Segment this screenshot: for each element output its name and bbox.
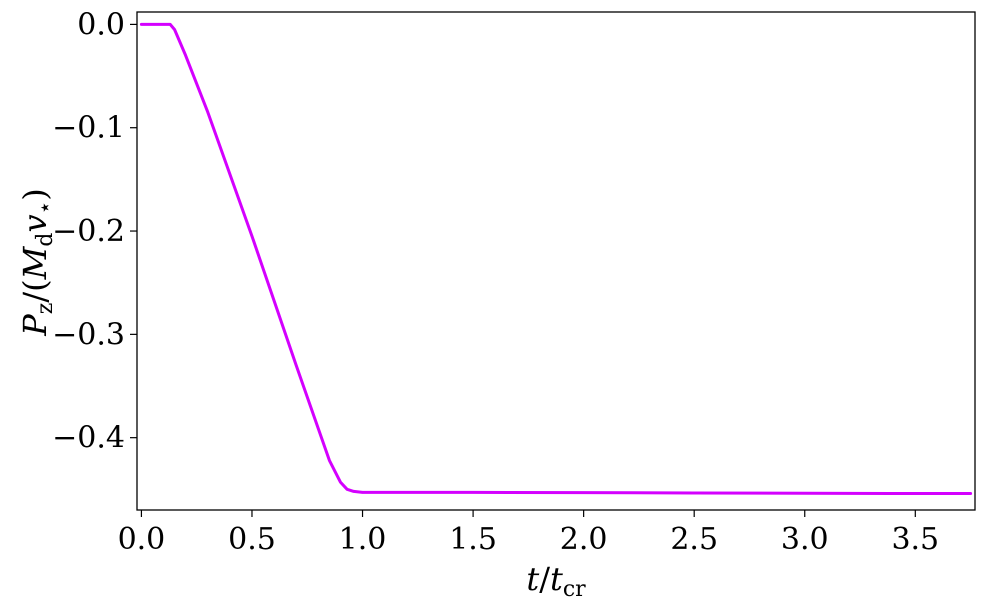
y-axis-label-main-sub: z: [33, 303, 58, 315]
y-tick-label: −0.2: [52, 214, 125, 249]
x-tick-label: 1.5: [449, 522, 497, 557]
x-tick-label: 2.0: [560, 522, 608, 557]
y-axis-label-m-sub: d: [33, 233, 58, 247]
x-axis-label-denom: t: [550, 560, 563, 598]
y-axis-label-main: P: [16, 314, 54, 337]
x-tick-label: 2.5: [670, 522, 718, 557]
x-tick-label: 1.0: [339, 522, 387, 557]
y-tick-label: −0.4: [52, 421, 125, 456]
y-axis-label: Pz/(Mdv⋆): [16, 188, 58, 337]
y-axis-label-v-sub: ⋆: [33, 201, 58, 215]
x-axis-label: t/tcr: [526, 560, 586, 602]
y-axis-label-v: v: [16, 214, 54, 232]
x-axis-ticks: 0.0 0.5 1.0 1.5 2.0 2.5 3.0 3.5: [118, 510, 939, 557]
x-tick-label: 0.0: [118, 522, 166, 557]
y-axis-label-close: ): [16, 188, 54, 200]
x-tick-label: 3.0: [781, 522, 829, 557]
y-tick-label: 0.0: [77, 7, 125, 42]
x-axis-label-slash: /: [539, 560, 550, 598]
y-axis-ticks: 0.0 −0.1 −0.2 −0.3 −0.4: [52, 7, 137, 456]
y-axis-label-m: M: [16, 245, 54, 280]
x-tick-label: 0.5: [228, 522, 276, 557]
x-axis-label-denom-sub: cr: [563, 577, 586, 602]
x-tick-label: 3.5: [891, 522, 939, 557]
y-tick-label: −0.3: [52, 317, 125, 352]
y-tick-label: −0.1: [52, 111, 125, 146]
series-line: [139, 22, 973, 495]
series-group: [139, 22, 973, 495]
x-axis-label-main: t: [526, 560, 539, 598]
y-axis-label-slash: /(: [16, 279, 54, 302]
plot-area: [136, 11, 976, 511]
plot-frame: [136, 11, 976, 511]
